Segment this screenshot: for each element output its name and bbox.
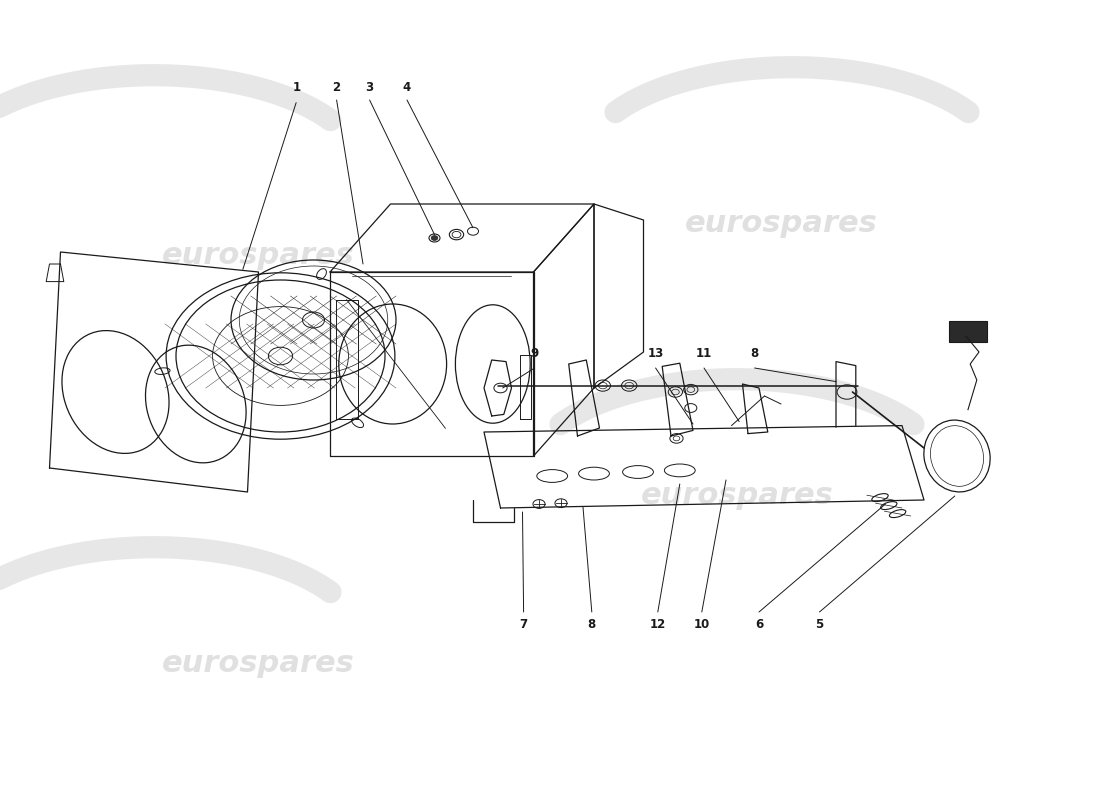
Text: 8: 8 xyxy=(587,618,596,631)
Text: 3: 3 xyxy=(365,81,374,94)
Text: 4: 4 xyxy=(403,81,411,94)
Text: eurospares: eurospares xyxy=(162,650,355,678)
Text: 11: 11 xyxy=(696,347,712,360)
Text: 8: 8 xyxy=(750,347,759,360)
Text: 13: 13 xyxy=(648,347,663,360)
FancyBboxPatch shape xyxy=(949,321,987,342)
Text: eurospares: eurospares xyxy=(640,482,834,510)
Text: 7: 7 xyxy=(519,618,528,631)
Text: eurospares: eurospares xyxy=(684,210,878,238)
Ellipse shape xyxy=(431,235,438,241)
Text: 6: 6 xyxy=(755,618,763,631)
Text: 12: 12 xyxy=(650,618,666,631)
Text: 9: 9 xyxy=(530,347,539,360)
Text: eurospares: eurospares xyxy=(162,242,355,270)
Text: 2: 2 xyxy=(332,81,341,94)
Text: 10: 10 xyxy=(694,618,710,631)
Text: 5: 5 xyxy=(815,618,824,631)
Text: 1: 1 xyxy=(293,81,301,94)
